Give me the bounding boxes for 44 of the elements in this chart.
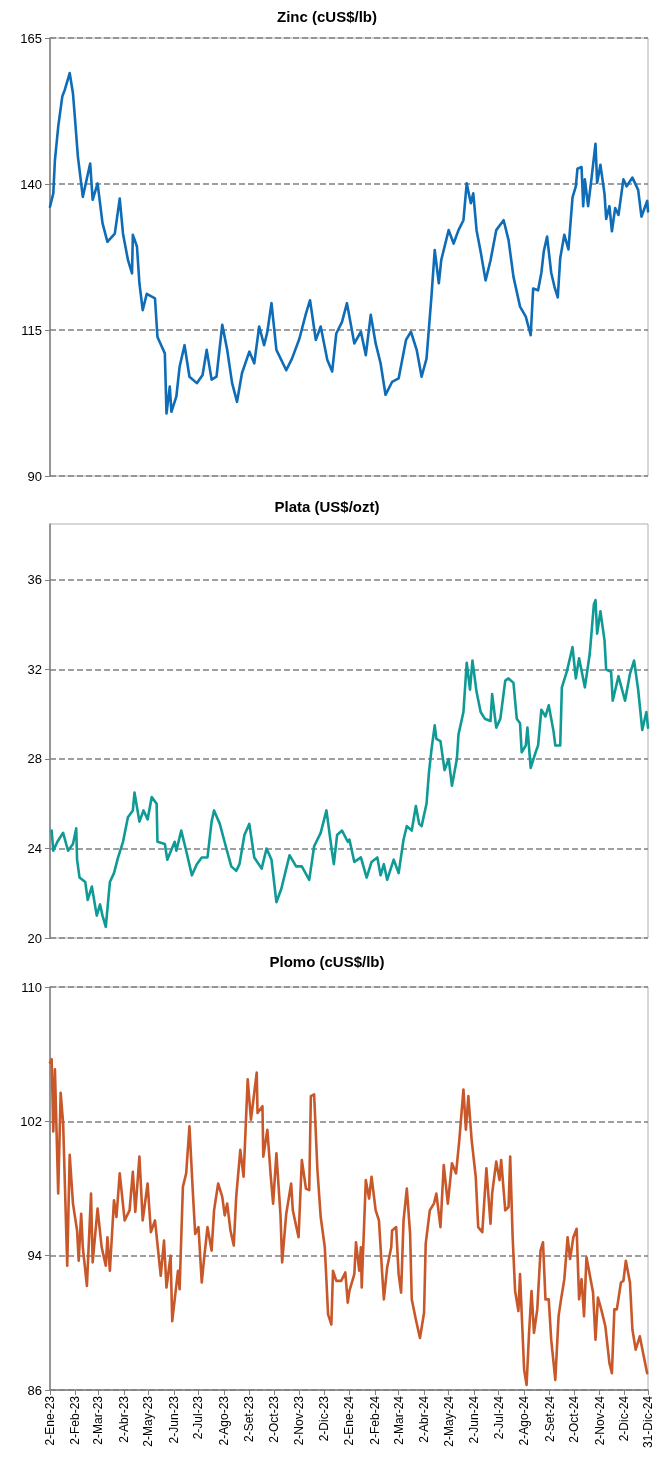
x-tick-label: 2-Oct-23 xyxy=(266,1395,281,1443)
x-tick-label: 2-Jun-23 xyxy=(166,1395,181,1444)
x-tick-label: 2-Dic-24 xyxy=(617,1395,632,1442)
x-tick-label: 2-Nov-24 xyxy=(592,1395,607,1446)
x-tick-label: 2-Ene-23 xyxy=(43,1395,57,1446)
y-tick-label: 32 xyxy=(27,661,42,677)
chart-title: Plata (US$/ozt) xyxy=(274,498,380,515)
x-tick-label: 2-Set-23 xyxy=(242,1395,257,1443)
y-tick-label: 20 xyxy=(27,930,42,946)
x-tick-label: 2-Abr-23 xyxy=(116,1395,131,1443)
y-tick-label: 165 xyxy=(20,30,42,46)
y-tick-label: 94 xyxy=(27,1248,42,1264)
y-tick-label: 86 xyxy=(27,1382,42,1398)
line-series xyxy=(48,71,650,415)
x-tick-label: 2-Nov-23 xyxy=(292,1395,307,1446)
y-tick-label: 110 xyxy=(21,979,42,995)
x-tick-label: 2-Jun-24 xyxy=(467,1395,482,1444)
x-tick-label: 2-Set-24 xyxy=(542,1395,557,1443)
x-tick-label: 2-Mar-24 xyxy=(391,1395,406,1445)
x-tick-label: 2-Ago-23 xyxy=(216,1395,231,1446)
line-series xyxy=(48,1057,649,1387)
chart-title: Plomo (cUS$/lb) xyxy=(269,953,385,970)
x-tick-label: 2-Oct-24 xyxy=(567,1395,582,1443)
x-tick-label: 2-Feb-23 xyxy=(68,1395,83,1445)
y-tick-label: 102 xyxy=(20,1113,42,1129)
y-tick-label: 24 xyxy=(27,840,42,856)
x-tick-label: 2-Ene-24 xyxy=(342,1395,357,1446)
x-tick-label: 2-Dic-23 xyxy=(316,1395,331,1442)
x-tick-label: 2-Jul-24 xyxy=(491,1395,506,1440)
y-tick-label: 36 xyxy=(27,572,42,588)
chart-title: Zinc (cUS$/lb) xyxy=(276,8,378,25)
x-tick-label: 2-May-24 xyxy=(441,1395,456,1447)
x-tick-label: 2-Ago-24 xyxy=(517,1395,532,1446)
y-tick-label: 90 xyxy=(27,468,42,484)
x-tick-label: 2-Feb-24 xyxy=(367,1395,382,1445)
x-tick-label: 31-Dic-24 xyxy=(641,1395,654,1449)
y-tick-label: 28 xyxy=(27,751,42,767)
x-tick-label: 2-Jul-23 xyxy=(191,1395,206,1440)
line-series xyxy=(50,598,650,929)
x-tick-label: 2-May-23 xyxy=(141,1395,156,1447)
x-tick-label: 2-Abr-24 xyxy=(417,1395,432,1443)
y-tick-label: 115 xyxy=(21,322,42,338)
y-tick-label: 140 xyxy=(20,176,42,192)
x-tick-label: 2-Mar-23 xyxy=(91,1395,106,1445)
